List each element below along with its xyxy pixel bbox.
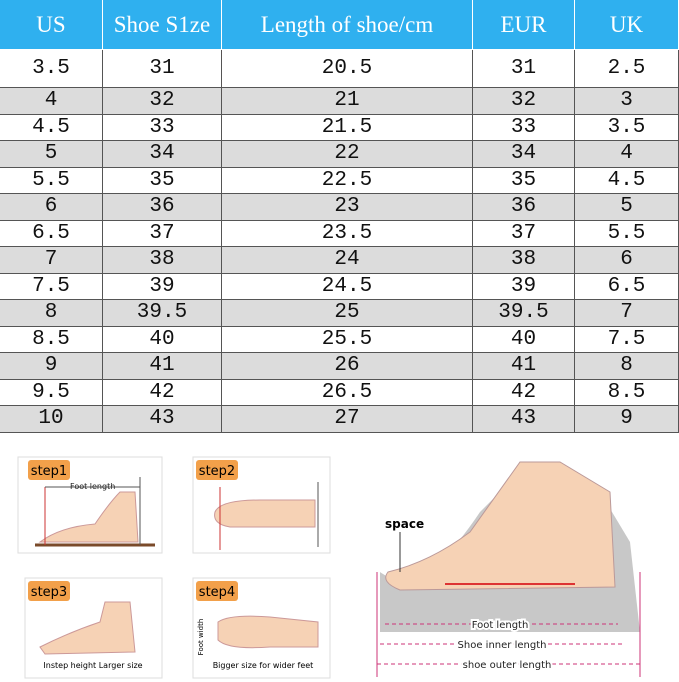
table-cell: 27 — [222, 406, 473, 433]
step-caption: Instep height Larger size — [43, 661, 142, 670]
table-cell: 38 — [473, 247, 575, 274]
header-cell: Length of shoe/cm — [222, 0, 473, 50]
header-cell: EUR — [473, 0, 575, 50]
table-cell: 23.5 — [222, 220, 473, 247]
step-label: step3 — [31, 585, 67, 600]
table-cell: 3 — [575, 88, 679, 115]
table-cell: 9.5 — [0, 379, 103, 406]
table-cell: 34 — [103, 141, 222, 168]
table-cell: 6 — [0, 194, 103, 221]
table-cell: 8 — [0, 300, 103, 327]
foot-length: Foot length — [472, 620, 529, 631]
table-cell: 25.5 — [222, 326, 473, 353]
table-cell: 43 — [103, 406, 222, 433]
table-cell: 26 — [222, 353, 473, 380]
table-cell: 7 — [575, 300, 679, 327]
guide: step1 Foot length step2 step3 Instep hei… — [17, 456, 641, 679]
table-cell: 39 — [473, 273, 575, 300]
step3-card: step3 Instep height Larger size — [24, 577, 163, 679]
table-cell: 7.5 — [0, 273, 103, 300]
table-cell: 42 — [103, 379, 222, 406]
table-cell: 22 — [222, 141, 473, 168]
table-cell: 7.5 — [575, 326, 679, 353]
table-cell: 38 — [103, 247, 222, 274]
table-cell: 41 — [473, 353, 575, 380]
table-cell: 26.5 — [222, 379, 473, 406]
table-cell: 35 — [473, 167, 575, 194]
table-cell: 5.5 — [575, 220, 679, 247]
table-cell: 35 — [103, 167, 222, 194]
step-side: Foot width — [197, 619, 205, 656]
table-cell: 37 — [473, 220, 575, 247]
table-cell: 6 — [575, 247, 679, 274]
table-cell: 5 — [0, 141, 103, 168]
step1-card: step1 Foot length — [17, 456, 163, 554]
step-label: step2 — [199, 464, 235, 479]
table-cell: 2.5 — [575, 50, 679, 88]
table-cell: 5 — [575, 194, 679, 221]
table-cell: 36 — [103, 194, 222, 221]
table-cell: 37 — [103, 220, 222, 247]
outer-length: shoe outer length — [463, 660, 552, 671]
table-cell: 9 — [575, 406, 679, 433]
table-cell: 23 — [222, 194, 473, 221]
header-cell: US — [0, 0, 103, 50]
table-cell: 39 — [103, 273, 222, 300]
table-cell: 32 — [103, 88, 222, 115]
table-cell: 31 — [103, 50, 222, 88]
table-cell: 8.5 — [575, 379, 679, 406]
table-cell: 22.5 — [222, 167, 473, 194]
table-cell: 32 — [473, 88, 575, 115]
table-cell: 6.5 — [0, 220, 103, 247]
table-cell: 9 — [0, 353, 103, 380]
table-cell: 4.5 — [0, 114, 103, 141]
table-cell: 39.5 — [473, 300, 575, 327]
table-cell: 5.5 — [0, 167, 103, 194]
table-cell: 33 — [473, 114, 575, 141]
table-cell: 4 — [0, 88, 103, 115]
table-cell: 36 — [473, 194, 575, 221]
table-cell: 24.5 — [222, 273, 473, 300]
table-cell: 10 — [0, 406, 103, 433]
table-cell: 39.5 — [103, 300, 222, 327]
table-cell: 31 — [473, 50, 575, 88]
table-cell: 8 — [575, 353, 679, 380]
table-cell: 41 — [103, 353, 222, 380]
table-cell: 43 — [473, 406, 575, 433]
shoe-diagram: space Foot length Shoe inner length shoe… — [376, 461, 641, 677]
header-cell: Shoe S1ze — [103, 0, 222, 50]
table-cell: 21.5 — [222, 114, 473, 141]
table-cell: 40 — [103, 326, 222, 353]
table-cell: 6.5 — [575, 273, 679, 300]
step-caption: Bigger size for wider feet — [213, 661, 314, 670]
space-label: space — [385, 517, 424, 531]
table-cell: 20.5 — [222, 50, 473, 88]
header-cell: UK — [575, 0, 679, 50]
table-cell: 24 — [222, 247, 473, 274]
table-cell: 3.5 — [575, 114, 679, 141]
step-label: step4 — [199, 585, 235, 600]
step-caption: Foot length — [70, 482, 115, 491]
table-cell: 3.5 — [0, 50, 103, 88]
table-cell: 33 — [103, 114, 222, 141]
table-cell: 34 — [473, 141, 575, 168]
table-cell: 40 — [473, 326, 575, 353]
step2-card: step2 — [192, 456, 331, 554]
table-cell: 25 — [222, 300, 473, 327]
inner-length: Shoe inner length — [458, 640, 547, 651]
table-cell: 42 — [473, 379, 575, 406]
table-cell: 8.5 — [0, 326, 103, 353]
step4-card: step4 Foot width Bigger size for wider f… — [192, 577, 331, 679]
table-cell: 21 — [222, 88, 473, 115]
step-label: step1 — [31, 464, 67, 479]
table-cell: 7 — [0, 247, 103, 274]
table-cell: 4 — [575, 141, 679, 168]
table-cell: 4.5 — [575, 167, 679, 194]
